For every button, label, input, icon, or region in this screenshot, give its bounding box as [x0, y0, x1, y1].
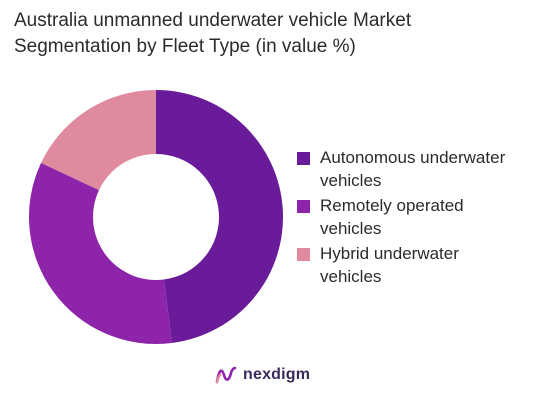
- brand-logo: nexdigm: [215, 365, 310, 385]
- legend-label-remotely-operated-line-2: vehicles: [320, 219, 382, 238]
- legend-swatch-hybrid: [297, 248, 310, 261]
- brand-name: nexdigm: [243, 366, 311, 383]
- legend-label-remotely-operated: Remotely operated vehicles: [320, 194, 552, 240]
- legend-label-remotely-operated-line-1: Remotely operated: [320, 196, 464, 215]
- legend-label-hybrid-line-1: Hybrid underwater: [320, 244, 459, 263]
- chart-title: Australia unmanned underwater vehicle Ma…: [14, 8, 544, 60]
- legend-label-hybrid-line-2: vehicles: [320, 267, 382, 286]
- chart-legend: Autonomous underwater vehicles Remotely …: [297, 146, 559, 290]
- legend-item-remotely-operated: Remotely operated vehicles: [297, 194, 559, 240]
- nexdigm-logo-icon: [215, 366, 237, 384]
- legend-label-autonomous-line-1: Autonomous underwater: [320, 148, 506, 167]
- donut-chart: [28, 90, 284, 344]
- donut-slice-hybrid: [41, 90, 157, 191]
- donut-slice-remotely-operated: [28, 162, 172, 344]
- legend-item-hybrid: Hybrid underwater vehicles: [297, 242, 559, 288]
- legend-item-autonomous: Autonomous underwater vehicles: [297, 146, 559, 192]
- donut-slice-autonomous: [156, 90, 284, 343]
- legend-label-hybrid: Hybrid underwater vehicles: [320, 242, 552, 288]
- legend-label-autonomous-line-2: vehicles: [320, 171, 382, 190]
- legend-swatch-remotely-operated: [297, 200, 310, 213]
- chart-title-line-2: Segmentation by Fleet Type (in value %): [14, 36, 356, 57]
- chart-title-line-1: Australia unmanned underwater vehicle Ma…: [14, 10, 412, 31]
- legend-swatch-autonomous: [297, 152, 310, 165]
- legend-label-autonomous: Autonomous underwater vehicles: [320, 146, 552, 192]
